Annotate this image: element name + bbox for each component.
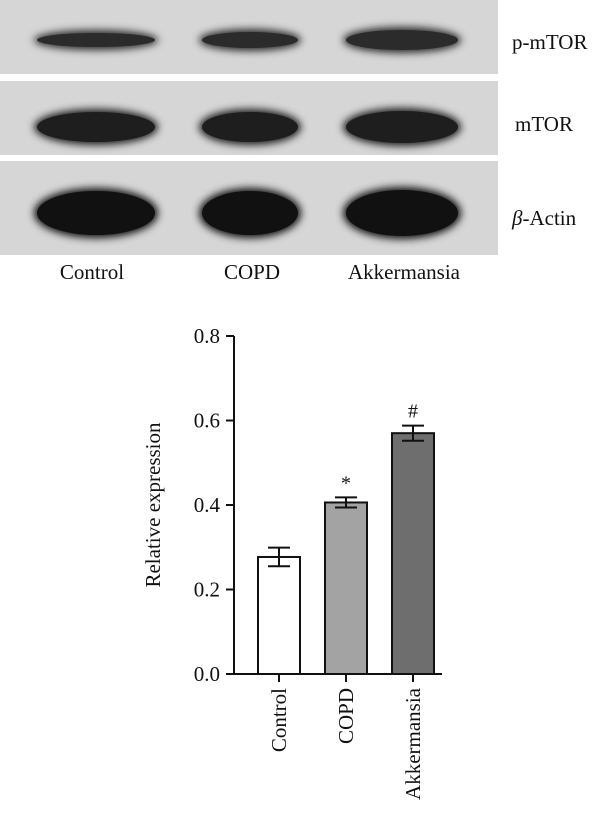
bar-chart: 0.0 0.2 0.4 0.6 0.8 Relative expression Contro… [141,324,442,800]
blot-strip-mtor [0,81,498,155]
blot-band-akkermansia [346,190,458,236]
blot-band-copd [202,112,298,142]
blot-strip-p-mtor [0,0,498,74]
blot-band-control [37,33,155,47]
blot-band-copd [202,191,298,235]
blot-band-control [37,112,155,142]
lane-label-akkermansia: Akkermansia [348,260,460,284]
x-tick-label: Control [267,688,291,752]
blot-band-control [37,191,155,235]
bar-control [257,555,301,675]
bar-akkermansia [391,432,435,675]
blot-strip-beta-actin [0,161,498,255]
blot-band-akkermansia [346,111,458,143]
significance-mark: * [341,472,351,494]
blot-band-copd [202,32,298,48]
y-tick-label: 0.0 [194,662,220,686]
blot-band-akkermansia [346,30,458,50]
y-tick-label: 0.8 [194,324,220,348]
y-tick-label: 0.2 [194,578,220,602]
blot-label-mtor: mTOR [515,112,573,136]
x-tick-label: Akkermansia [401,687,425,800]
x-tick-label: COPD [334,688,358,744]
blot-label-p-mtor: p-mTOR [512,30,588,54]
y-tick-label: 0.6 [194,409,220,433]
significance-mark: # [408,401,418,423]
y-tick-label: 0.4 [194,493,221,517]
lane-label-copd: COPD [223,260,281,284]
y-axis-label: Relative expression [141,422,165,588]
bar-copd [324,501,368,675]
lane-label-control: Control [59,260,125,284]
blot-label-beta-actin: β-Actin [512,206,577,230]
